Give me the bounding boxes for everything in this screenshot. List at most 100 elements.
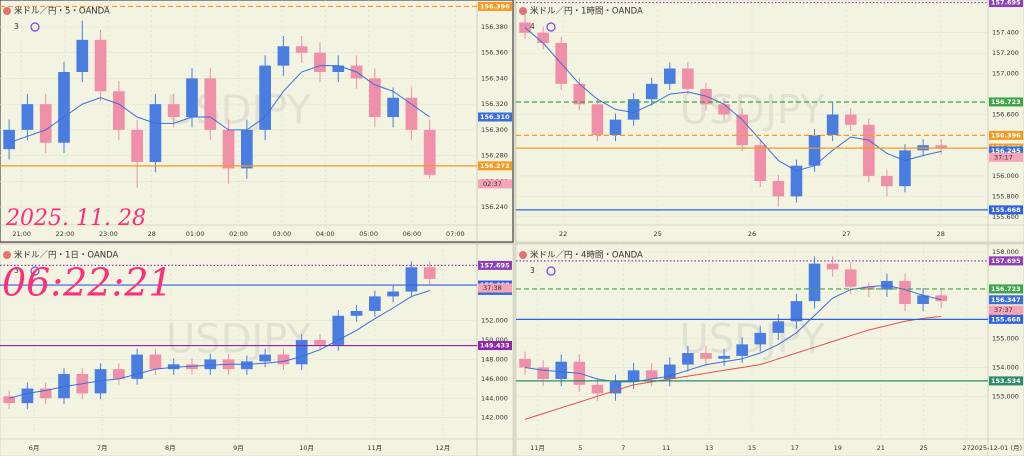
x-tick-label: 11 [662, 444, 670, 452]
candle-body [718, 355, 730, 359]
x-tick-label: 03:00 [272, 230, 291, 238]
candle-body [113, 369, 125, 379]
panel-background [0, 243, 514, 456]
x-tick-label: 02:00 [229, 230, 248, 238]
y-tick-label: 156.340 [481, 74, 508, 82]
level-tag [478, 260, 512, 270]
chart-title: 米ドル／円・5・OANDA [14, 6, 110, 17]
candle-body [21, 388, 34, 404]
candle-body [186, 364, 198, 370]
panel-background [515, 243, 1024, 456]
level-tag [989, 97, 1023, 107]
candle-body [368, 296, 381, 311]
level-label: 155.668 [991, 206, 1021, 214]
x-tick-label: 01:00 [186, 230, 205, 238]
candle-body [935, 295, 947, 302]
candle-body [387, 97, 399, 117]
candle-body [295, 340, 308, 365]
candle-body [186, 78, 198, 117]
candle-body [917, 295, 929, 304]
x-tick-label: 25 [919, 444, 927, 452]
candle-body [3, 129, 15, 150]
candle-body [277, 46, 290, 66]
candle-body [113, 91, 125, 130]
candle-body [826, 263, 839, 270]
panel: USDJPY 142.000 144.000 146.000 148.000 150.00… [0, 243, 514, 456]
countdown-label: 37:37 [994, 306, 1013, 314]
level-tag [989, 0, 1023, 8]
level-tag [989, 284, 1023, 294]
level-tag [989, 314, 1023, 324]
symbol-icon [519, 251, 527, 259]
candle-body [222, 129, 235, 169]
level-tag [478, 341, 512, 351]
y-tick-label: 142.000 [481, 414, 508, 422]
cursor-label: 2025-12-01 (月) [971, 444, 1022, 452]
level-label: 156.723 [991, 285, 1021, 293]
x-tick-label: 06:00 [403, 230, 422, 238]
candle-body [167, 104, 180, 117]
candle-body [682, 68, 694, 89]
candle-body [609, 119, 622, 135]
candle-body [332, 315, 345, 345]
moving-average [8, 290, 430, 399]
candle-body [700, 88, 712, 105]
candle-body [736, 344, 748, 356]
x-tick-label: 28 [148, 230, 156, 238]
candle-body [149, 104, 162, 162]
x-tick-label: 7月 [97, 444, 108, 452]
candle-body [772, 181, 785, 197]
candle-body [387, 291, 399, 297]
symbol-icon [519, 7, 527, 15]
candle-body [131, 129, 143, 162]
candle-body [519, 358, 531, 368]
chart-title: 米ドル／円・1時間・OANDA [530, 6, 643, 17]
panel: USDJPY153.000154.000155.000158.00011月571… [515, 243, 1024, 456]
candle-body [736, 114, 748, 146]
level-tag [989, 256, 1023, 266]
countdown-label: 37:17 [994, 153, 1013, 161]
candle-body [664, 68, 676, 84]
level-label: 155.668 [991, 315, 1021, 323]
level-label: 156.272 [480, 162, 510, 170]
candle-body [3, 396, 15, 404]
indicator-count: 3 [14, 266, 19, 275]
candle-body [259, 354, 271, 362]
symbol-icon [3, 7, 11, 15]
y-tick-label: 156.320 [481, 100, 508, 108]
candle-body [204, 359, 217, 370]
candle-body [537, 32, 549, 43]
candle-body [240, 361, 253, 370]
candle-body [314, 52, 326, 72]
candle-body [645, 83, 658, 100]
candle-body [844, 114, 857, 125]
x-tick-label: 11月 [367, 444, 382, 452]
candle-body [808, 263, 821, 302]
countdown-tag [478, 179, 512, 189]
level-tag [989, 295, 1023, 305]
countdown-tag [989, 152, 1023, 162]
x-tick-label: 05:00 [359, 230, 378, 238]
countdown-label: 37:38 [483, 284, 502, 292]
indicator-count: 3 [14, 22, 19, 31]
candle-body [899, 280, 911, 304]
y-tick-label: 154.000 [992, 363, 1019, 371]
candle-body [259, 65, 271, 130]
panel: USDJPY155.600155.800156.000156.600157.00… [515, 0, 1024, 243]
y-tick-label: 157.000 [992, 70, 1019, 78]
x-tick-label: 8月 [165, 444, 176, 452]
y-tick-label: 156.600 [992, 111, 1019, 119]
indicator-icon [546, 266, 556, 276]
candle-body [808, 135, 821, 166]
x-tick-label: 9月 [233, 444, 244, 452]
candle-body [350, 310, 363, 316]
y-tick-label: 144.000 [481, 394, 508, 402]
candle-body [21, 104, 34, 130]
level-tag [478, 161, 512, 171]
x-tick-label: 07:00 [446, 230, 465, 238]
x-tick-label: 27 [842, 230, 850, 238]
x-tick-label: 15 [748, 444, 756, 452]
level-tag [989, 146, 1023, 156]
candle-body [826, 114, 839, 135]
